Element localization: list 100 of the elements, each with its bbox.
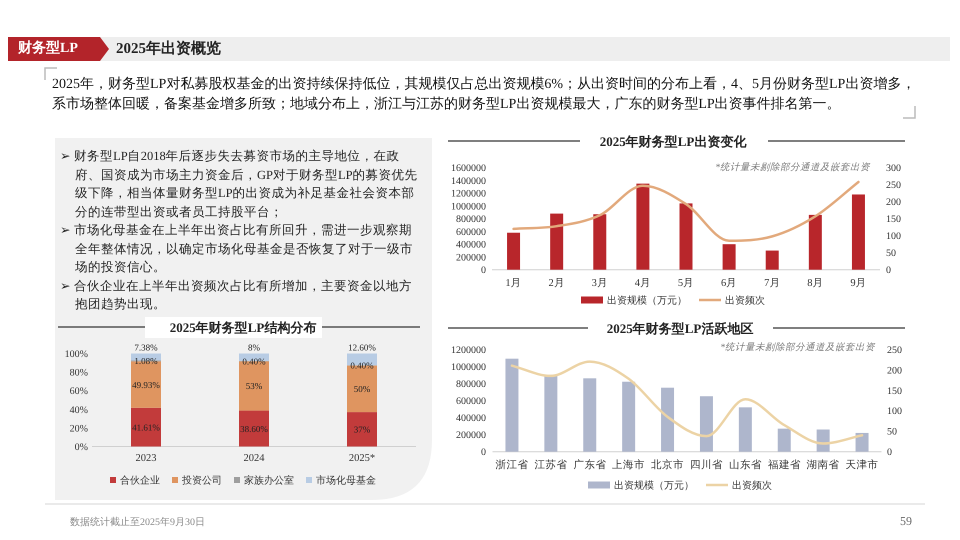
x-tick-label: 2月 bbox=[548, 277, 565, 289]
y2-tick-label: 100 bbox=[887, 406, 902, 418]
bar bbox=[347, 412, 377, 446]
x-tick-label: 上海市 bbox=[612, 458, 646, 471]
y2-tick-label: 150 bbox=[887, 386, 902, 397]
y-tick-label: 600000 bbox=[456, 226, 486, 238]
y-tick-label: 400000 bbox=[456, 240, 486, 251]
data-label: 12.60% bbox=[348, 342, 376, 352]
x-tick-label: 浙江省 bbox=[495, 458, 528, 471]
legend-label: 出资规模（万元） bbox=[607, 294, 687, 306]
x-tick-label: 5月 bbox=[678, 277, 694, 289]
y-tick-label: 1400000 bbox=[451, 176, 486, 187]
y-tick-label: 80% bbox=[70, 368, 88, 379]
x-tick-label: 江苏省 bbox=[534, 458, 568, 471]
y-tick-label: 0 bbox=[481, 447, 486, 458]
bar bbox=[636, 184, 650, 270]
y-tick-label: 600000 bbox=[456, 396, 486, 407]
bar bbox=[583, 378, 596, 452]
annotation: *统计量未剔除部分通道及嵌套出资 bbox=[720, 341, 876, 353]
bar bbox=[550, 214, 564, 270]
y2-tick-label: 250 bbox=[887, 344, 902, 356]
y-tick-label: 0 bbox=[481, 265, 486, 276]
x-tick-label: 湖南省 bbox=[806, 458, 840, 471]
data-label: 7.38% bbox=[134, 342, 158, 352]
legend-label: 家族办公室 bbox=[244, 474, 294, 486]
data-label: 49.93% bbox=[132, 380, 160, 390]
x-tick-label: 福建省 bbox=[768, 458, 801, 471]
data-label: 8% bbox=[248, 342, 260, 352]
bar bbox=[544, 374, 558, 452]
bar bbox=[239, 410, 269, 446]
data-label: 50% bbox=[354, 384, 371, 394]
legend-label: 市场化母基金 bbox=[316, 474, 376, 486]
bar bbox=[505, 358, 518, 452]
y-tick-label: 200000 bbox=[456, 430, 486, 442]
legend-label: 合伙企业 bbox=[120, 474, 160, 486]
chart-title: 2025年财务型LP活跃地区 bbox=[606, 321, 754, 336]
x-tick-label: 3月 bbox=[592, 277, 608, 289]
x-tick-label: 北京市 bbox=[651, 458, 684, 471]
data-label: 37% bbox=[354, 424, 371, 434]
y-tick-label: 1200000 bbox=[451, 344, 486, 356]
y2-tick-label: 200 bbox=[886, 197, 901, 208]
chart-title: 2025年财务型LP结构分布 bbox=[170, 320, 316, 335]
text: 59 bbox=[899, 514, 912, 529]
y2-tick-label: 250 bbox=[886, 180, 901, 192]
x-tick-label: 9月 bbox=[850, 277, 867, 289]
bar bbox=[593, 214, 606, 270]
bar bbox=[622, 382, 636, 452]
bar bbox=[722, 244, 736, 270]
chart-title: 2025年财务型LP出资变化 bbox=[600, 134, 748, 149]
y-tick-label: 1600000 bbox=[451, 163, 486, 174]
data-label: 53% bbox=[246, 381, 263, 392]
x-tick-label: 山东省 bbox=[728, 458, 762, 471]
legend-label: 出资频次 bbox=[725, 294, 765, 306]
x-tick-label: 6月 bbox=[720, 277, 738, 289]
legend-label: 出资规模（万元） bbox=[614, 480, 694, 492]
y-tick-label: 200000 bbox=[456, 252, 486, 264]
line-series bbox=[510, 360, 864, 445]
text: ➢ 合伙企业在上半年出资频次占比有所增加，主要资金以地方抱团趋势出现。 bbox=[60, 278, 414, 313]
bar bbox=[700, 396, 713, 452]
y2-tick-label: 0 bbox=[887, 447, 892, 458]
legend-label: 出资频次 bbox=[732, 480, 772, 492]
y-tick-label: 40% bbox=[70, 404, 88, 416]
x-tick-label: 2024 bbox=[244, 453, 266, 464]
bar bbox=[808, 214, 822, 270]
x-tick-label: 1月 bbox=[505, 277, 522, 289]
y-tick-label: 1000000 bbox=[451, 362, 486, 373]
y-tick-label: 60% bbox=[70, 386, 88, 398]
y-tick-label: 800000 bbox=[456, 378, 486, 390]
data-label: 41.61% bbox=[132, 422, 160, 432]
text: 财务型LP bbox=[18, 40, 78, 58]
y-tick-label: 400000 bbox=[456, 413, 486, 424]
y2-tick-label: 50 bbox=[887, 426, 897, 438]
x-tick-label: 广东省 bbox=[573, 458, 606, 471]
y2-tick-label: 0 bbox=[886, 265, 891, 276]
annotation: *统计量未剔除部分通道及嵌套出资 bbox=[715, 161, 871, 173]
y-tick-label: 1200000 bbox=[451, 188, 486, 200]
bar bbox=[766, 250, 779, 270]
y-tick-label: 0% bbox=[74, 442, 88, 453]
bar bbox=[738, 407, 752, 452]
bar bbox=[680, 203, 692, 270]
data-label: 38.60% bbox=[240, 424, 268, 434]
text: ➢ 财务型LP自2018年后逐步失去募资市场的主导地位，在政府、国资成为市场主力资金后，GP对于财务型LP的募资优先级下降，相当体量财务型LP的出资成为补足基金社会资本部分的连带型出资或者员工持股平台； bbox=[60, 148, 419, 220]
y-tick-label: 20% bbox=[70, 423, 88, 434]
y-tick-label: 100% bbox=[64, 349, 88, 360]
bar bbox=[856, 432, 869, 452]
y2-tick-label: 300 bbox=[886, 163, 901, 174]
text: ➢ 市场化母基金在上半年出资占比有所回升，需进一步观察期全年整体情况，以确定市场化母基金是否恢复了对于一级市场的投资信心。 bbox=[60, 222, 414, 276]
legend-label: 投资公司 bbox=[181, 474, 222, 486]
x-tick-label: 8月 bbox=[807, 277, 824, 289]
bar bbox=[661, 388, 674, 452]
bar bbox=[507, 232, 520, 270]
text: 数据统计截止至2025年9月30日 bbox=[70, 516, 205, 529]
bar bbox=[852, 194, 865, 270]
y2-tick-label: 200 bbox=[887, 365, 902, 376]
x-tick-label: 4月 bbox=[634, 277, 652, 289]
text: 2025年，财务型LP对私募股权基金的出资持续保持低位，其规模仅占总出资规模6%；从出资时间的分布上看，4、5月份财务型LP出资增多，系市场整体回暖，备案基金增多所致；地域分布上，浙江与江苏的财务型LP出资规模最大，广东的财务型LP出资事件排名第一。 bbox=[52, 76, 916, 114]
x-tick-label: 天津市 bbox=[846, 458, 879, 471]
bar bbox=[778, 428, 791, 452]
y2-tick-label: 100 bbox=[886, 231, 901, 242]
y-tick-label: 1000000 bbox=[451, 201, 486, 212]
